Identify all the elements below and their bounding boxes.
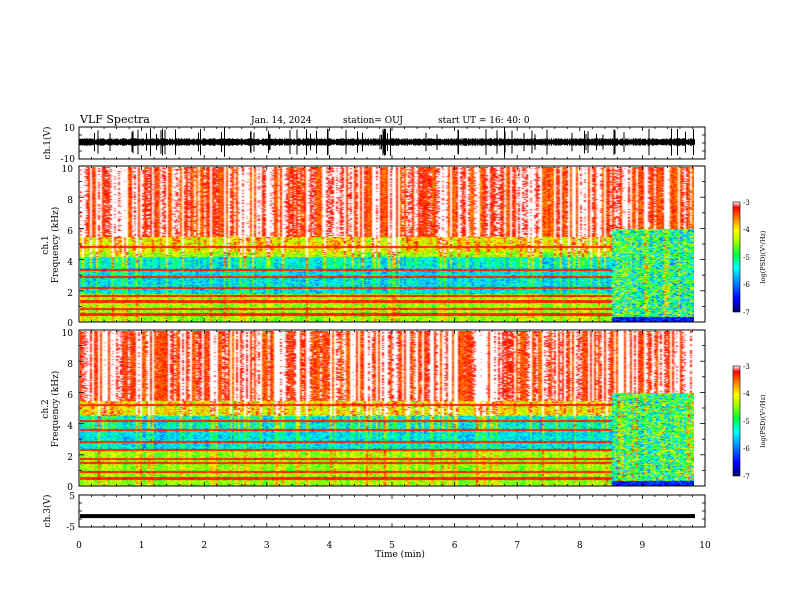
- ch2-ytick-4: 4: [67, 422, 73, 432]
- ch2-ytick-10: 10: [62, 329, 74, 339]
- ch1-spec-ylabel-freq: Frequency (kHz): [50, 207, 61, 284]
- axis-ticks: [78, 126, 706, 528]
- ch1-spectrogram-panel: 10 8 6 4 2 0 ch.1 Frequency (kHz) -3 -4 …: [41, 165, 767, 329]
- station-label: station= OUJ: [343, 116, 403, 126]
- start-time-label: start UT = 16: 40: 0: [438, 116, 530, 126]
- ch1-ytick-8: 8: [67, 196, 73, 206]
- ch3-wave-ytick-bottom: -5: [66, 523, 75, 533]
- x-tick-label: 2: [201, 541, 207, 551]
- ch1-spectrogram-image: [80, 167, 694, 322]
- ch2-ytick-6: 6: [67, 391, 73, 401]
- ch2-ytick-2: 2: [67, 453, 73, 463]
- ch2-colorbar: [732, 365, 741, 477]
- ch1-waveform-trace: [79, 127, 695, 157]
- x-tick-label: 10: [699, 541, 711, 551]
- x-tick-label: 6: [452, 541, 458, 551]
- ch2-ytick-8: 8: [67, 360, 73, 370]
- ch2-spec-ylabel-freq: Frequency (kHz): [50, 371, 61, 448]
- ch1-colorbar: [732, 201, 741, 313]
- ch2-cb-label: log(PSD)(V²/Hz): [759, 394, 767, 447]
- ch1-wave-ylabel: ch.1(V): [42, 127, 53, 160]
- ch2-cb-tick-m6: -6: [743, 445, 750, 453]
- x-axis-label: Time (min): [375, 549, 425, 560]
- ch1-ytick-2: 2: [67, 289, 73, 299]
- x-axis-tick-labels: 0 1 2 3 4 5 6 7 8 9 10: [76, 541, 711, 551]
- x-tick-label: 3: [264, 541, 270, 551]
- ch2-spectrogram-panel: 10 8 6 4 2 0 ch.2 Frequency (kHz) -3 -4 …: [41, 329, 767, 493]
- x-tick-label: 5: [389, 541, 395, 551]
- ch1-cb-tick-m7: -7: [743, 309, 750, 317]
- ch1-cb-tick-m6: -6: [743, 281, 750, 289]
- ch2-cb-tick-m3: -3: [743, 363, 750, 371]
- ch1-ytick-4: 4: [67, 258, 73, 268]
- ch2-spec-ylabel-channel: ch.2: [41, 399, 51, 418]
- ch1-cb-label: log(PSD)(V²/Hz): [759, 230, 767, 283]
- x-tick-label: 4: [327, 541, 333, 551]
- ch1-cb-tick-m5: -5: [743, 254, 750, 262]
- x-tick-label: 8: [577, 541, 583, 551]
- date-label: Jan. 14, 2024: [250, 116, 312, 126]
- ch1-wave-ytick-bottom: -10: [61, 155, 76, 165]
- ch2-cb-tick-m5: -5: [743, 418, 750, 426]
- ch3-wave-ytick-top: 5: [69, 492, 75, 502]
- ch1-ytick-0: 0: [67, 319, 73, 329]
- ch2-ytick-0: 0: [67, 483, 73, 493]
- ch2-cb-tick-m7: -7: [743, 473, 750, 481]
- x-tick-label: 0: [76, 541, 82, 551]
- ch3-waveform-frame: [78, 494, 706, 528]
- ch3-waveform-trace: [80, 514, 695, 519]
- x-tick-label: 7: [514, 541, 520, 551]
- figure-title: VLF Spectra: [79, 113, 150, 126]
- ch2-cb-tick-m4: -4: [743, 390, 750, 398]
- x-tick-label: 9: [640, 541, 646, 551]
- x-tick-label: 1: [139, 541, 145, 551]
- ch1-wave-ytick-top: 10: [64, 124, 76, 134]
- ch1-ytick-10: 10: [62, 165, 74, 175]
- ch1-ytick-6: 6: [67, 227, 73, 237]
- ch1-cb-tick-m4: -4: [743, 226, 750, 234]
- ch1-cb-tick-m3: -3: [743, 199, 750, 207]
- ch3-wave-ylabel: ch.3(V): [42, 495, 53, 528]
- ch1-spec-ylabel-channel: ch.1: [41, 235, 51, 254]
- ch2-spectrogram-image: [80, 331, 694, 486]
